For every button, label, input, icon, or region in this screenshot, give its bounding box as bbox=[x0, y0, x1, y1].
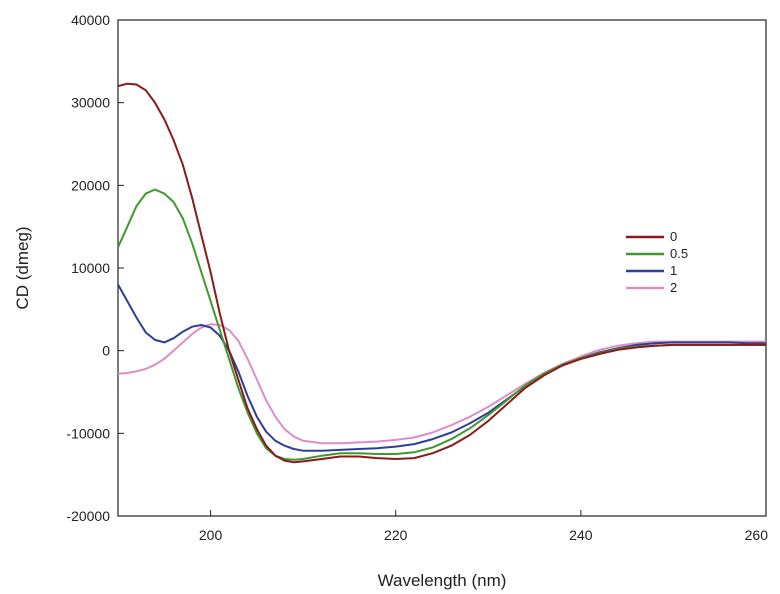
series-line-2 bbox=[117, 323, 766, 445]
x-tick-label: 240 bbox=[569, 527, 593, 543]
y-tick-label: 0 bbox=[102, 343, 110, 359]
y-tick-label: 20000 bbox=[71, 177, 110, 193]
x-tick-label: 220 bbox=[384, 527, 408, 543]
x-tick-label: 260 bbox=[745, 527, 769, 543]
y-tick-label: 30000 bbox=[71, 95, 110, 111]
x-axis-title: Wavelength (nm) bbox=[378, 571, 507, 590]
legend-label-0.5: 0.5 bbox=[670, 246, 688, 261]
legend-label-1: 1 bbox=[670, 263, 677, 278]
series-line-1 bbox=[117, 284, 766, 452]
y-tick-label: 40000 bbox=[71, 12, 110, 28]
y-axis: -20000 -10000 0 10000 20000 30000 40000 bbox=[66, 12, 124, 524]
legend-label-2: 2 bbox=[670, 280, 677, 295]
y-axis-title: CD (dmeg) bbox=[13, 226, 32, 309]
series-layer bbox=[117, 82, 766, 464]
x-axis: 200 220 240 260 bbox=[199, 510, 768, 543]
legend-label-0: 0 bbox=[670, 229, 677, 244]
y-tick-label: -20000 bbox=[66, 508, 110, 524]
plot-area bbox=[117, 19, 767, 517]
legend: 0 0.5 1 2 bbox=[626, 229, 688, 295]
series-line-0 bbox=[117, 82, 766, 464]
y-tick-label: 10000 bbox=[71, 260, 110, 276]
x-tick-label: 200 bbox=[199, 527, 223, 543]
y-tick-label: -10000 bbox=[66, 425, 110, 441]
